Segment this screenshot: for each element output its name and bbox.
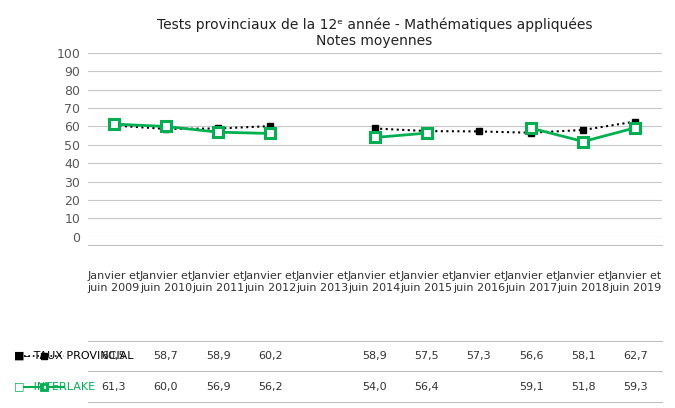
Text: 60,5: 60,5	[101, 351, 126, 361]
Text: 56,9: 56,9	[206, 381, 230, 392]
Text: Janvier et
juin 2014: Janvier et juin 2014	[348, 271, 401, 293]
Title: Tests provinciaux de la 12ᵉ année - Mathématiques appliquées
Notes moyennes: Tests provinciaux de la 12ᵉ année - Math…	[157, 17, 593, 48]
Text: 61,3: 61,3	[101, 381, 126, 392]
Text: 58,1: 58,1	[571, 351, 595, 361]
Text: 60,2: 60,2	[258, 351, 283, 361]
Text: Janvier et
juin 2015: Janvier et juin 2015	[400, 271, 454, 293]
Text: Janvier et
juin 2009: Janvier et juin 2009	[87, 271, 140, 293]
Text: Janvier et
juin 2016: Janvier et juin 2016	[452, 271, 506, 293]
Text: Janvier et
juin 2012: Janvier et juin 2012	[244, 271, 297, 293]
Text: 59,1: 59,1	[519, 381, 543, 392]
Text: Janvier et
juin 2018: Janvier et juin 2018	[557, 271, 610, 293]
Text: 58,9: 58,9	[206, 351, 231, 361]
Text: 58,7: 58,7	[154, 351, 178, 361]
Text: 56,6: 56,6	[519, 351, 543, 361]
Text: Janvier et
juin 2011: Janvier et juin 2011	[192, 271, 245, 293]
Text: Janvier et
juin 2019: Janvier et juin 2019	[609, 271, 662, 293]
Text: 56,2: 56,2	[258, 381, 283, 392]
Text: 57,3: 57,3	[466, 351, 491, 361]
Text: ■– TAUX PROVINCIAL: ■– TAUX PROVINCIAL	[14, 351, 133, 361]
Text: Janvier et
juin 2013: Janvier et juin 2013	[296, 271, 349, 293]
Text: 51,8: 51,8	[571, 381, 595, 392]
Text: Janvier et
juin 2017: Janvier et juin 2017	[504, 271, 558, 293]
Text: 60,0: 60,0	[154, 381, 178, 392]
Text: 62,7: 62,7	[623, 351, 648, 361]
Text: 58,9: 58,9	[362, 351, 387, 361]
Text: 59,3: 59,3	[623, 381, 648, 392]
Text: 54,0: 54,0	[362, 381, 387, 392]
Text: Janvier et
juin 2010: Janvier et juin 2010	[139, 271, 192, 293]
Text: 56,4: 56,4	[414, 381, 439, 392]
Text: □– INTERLAKE: □– INTERLAKE	[14, 381, 94, 392]
Text: 57,5: 57,5	[414, 351, 439, 361]
